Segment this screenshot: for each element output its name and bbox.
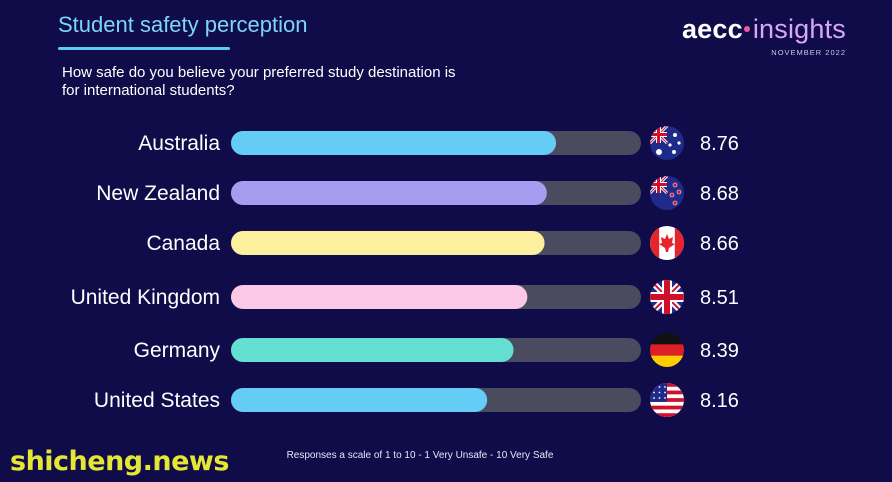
category-label: Canada	[146, 232, 220, 255]
logo-dot	[743, 26, 750, 33]
bar	[231, 131, 557, 155]
value-label: 8.51	[700, 287, 739, 309]
canada-flag-icon	[650, 226, 684, 260]
bar-row: Germany 8.39	[134, 333, 739, 367]
bar	[231, 231, 545, 255]
category-label: United Kingdom	[71, 286, 220, 309]
bar-row: United Kingdom 8.51	[71, 280, 739, 314]
united-kingdom-flag-icon	[650, 280, 684, 314]
bar	[231, 181, 547, 205]
bar	[231, 338, 514, 362]
value-label: 8.66	[700, 233, 739, 255]
category-label: United States	[94, 389, 220, 412]
logo-accent-text: insights	[752, 14, 846, 44]
bar-row: New Zealand 8.68	[96, 176, 739, 210]
category-label: New Zealand	[96, 182, 220, 205]
aecc-insights-logo: aecc insights	[682, 14, 846, 45]
logo-date: NOVEMBER 2022	[771, 48, 846, 57]
value-label: 8.39	[700, 340, 739, 362]
value-label: 8.76	[700, 133, 739, 155]
bar-row: Canada 8.66	[146, 226, 739, 260]
australia-flag-icon	[650, 126, 684, 160]
category-label: Germany	[134, 339, 221, 362]
chart-title: Student safety perception	[58, 12, 308, 37]
watermark: shicheng.news	[10, 446, 229, 477]
title-underline	[58, 47, 230, 50]
germany-flag-icon	[650, 333, 684, 367]
new-zealand-flag-icon	[650, 176, 684, 210]
survey-question: How safe do you believe your preferred s…	[62, 64, 456, 99]
scale-footnote: Responses a scale of 1 to 10 - 1 Very Un…	[286, 450, 554, 461]
category-label: Australia	[138, 132, 220, 155]
bar	[231, 285, 528, 309]
bar-row: Australia 8.76	[138, 126, 739, 160]
united-states-flag-icon	[650, 383, 684, 417]
value-label: 8.68	[700, 183, 739, 205]
logo-main-text: aecc	[681, 14, 743, 44]
bar	[231, 388, 488, 412]
value-label: 8.16	[700, 390, 739, 412]
bar-row: United States 8.16	[94, 383, 739, 417]
